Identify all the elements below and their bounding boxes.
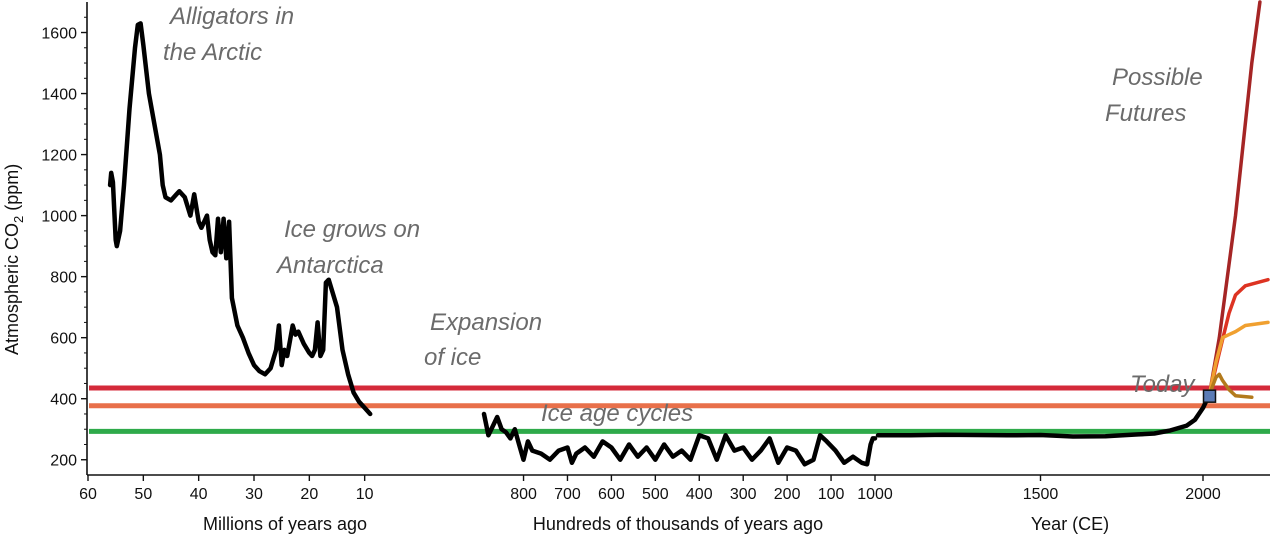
x-axis-title-millions: Millions of years ago: [203, 514, 367, 534]
x-tick-label: 10: [356, 486, 374, 503]
x-tick-label: 1500: [1023, 486, 1059, 503]
future-scenario-line: [1207, 372, 1254, 399]
y-tick-label: 600: [50, 331, 77, 348]
co2-history-line: [875, 391, 1212, 439]
annotation-ice-grows-line2: Antarctica: [275, 252, 384, 279]
x-tick-label: 50: [134, 486, 152, 503]
x-tick-label: 700: [554, 486, 581, 503]
axes: 200 400 600 800 1000 1200 1400 1600 60 50 40 30 20 10…: [41, 2, 1270, 503]
x-tick-label: 300: [730, 486, 757, 503]
x-tick-label: 40: [190, 486, 208, 503]
x-tick-label: 20: [300, 486, 318, 503]
y-tick-label: 1200: [41, 148, 77, 165]
annotation-alligators-line2: the Arctic: [163, 39, 262, 66]
co2-history-line: [481, 411, 878, 467]
x-tick-label: 100: [818, 486, 845, 503]
x-tick-label: 30: [245, 486, 263, 503]
y-tick-label: 200: [50, 453, 77, 470]
annotation-expansion-line1: Expansion: [430, 309, 542, 336]
y-tick-label: 1000: [41, 209, 77, 226]
x-tick-label: 800: [510, 486, 537, 503]
annotation-today: Today: [1130, 371, 1197, 398]
annotation-ice-grows-line1: Ice grows on: [284, 216, 420, 243]
x-tick-label: 1000: [857, 486, 893, 503]
x-tick-label: 600: [598, 486, 625, 503]
y-tick-label: 1600: [41, 26, 77, 43]
annotation-alligators-line1: Alligators in: [168, 3, 294, 30]
x-axis-title-hundreds-thousands: Hundreds of thousands of years ago: [533, 514, 823, 534]
annotation-possible-futures-line2: Futures: [1105, 100, 1186, 127]
future-scenario-line: [1207, 320, 1270, 396]
x-tick-label: 500: [642, 486, 669, 503]
x-tick-label: 60: [79, 486, 97, 503]
y-tick-label: 800: [50, 270, 77, 287]
annotation-ice-age-cycles: Ice age cycles: [541, 400, 693, 427]
x-axis-title-year: Year (CE): [1031, 514, 1109, 534]
reference-lines: [89, 385, 1270, 434]
x-tick-label: 2000: [1185, 486, 1221, 503]
x-tick-label: 400: [686, 486, 713, 503]
annotation-possible-futures-line1: Possible: [1112, 64, 1203, 91]
x-tick-label: 200: [774, 486, 801, 503]
today-marker: [1202, 389, 1217, 403]
co2-series: [107, 0, 1270, 467]
y-axis-title: Atmospheric CO2 (ppm): [2, 164, 26, 355]
co2-history-line: [107, 21, 373, 417]
y-tick-label: 1400: [41, 87, 77, 104]
future-scenario-line: [1207, 0, 1262, 396]
y-tick-label: 400: [50, 392, 77, 409]
annotation-expansion-line2: of ice: [424, 344, 481, 371]
